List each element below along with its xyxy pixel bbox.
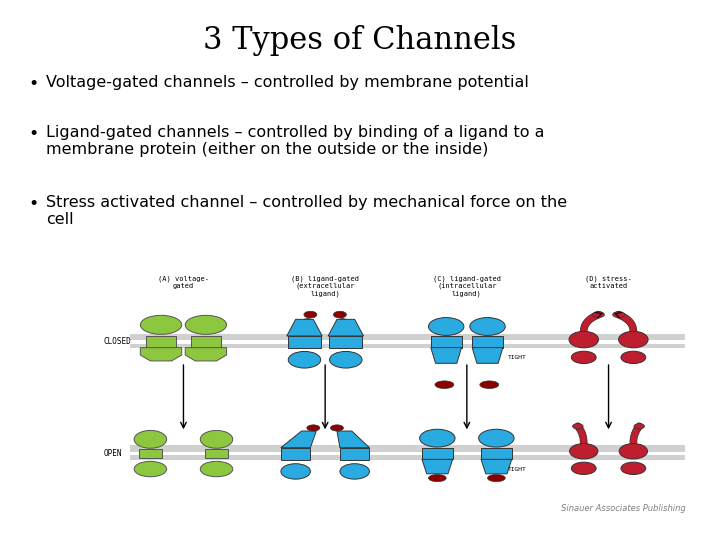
Ellipse shape <box>281 464 310 479</box>
Bar <box>130 343 685 348</box>
Text: TIGHT: TIGHT <box>508 355 527 360</box>
Polygon shape <box>431 348 462 363</box>
Text: CLOSED: CLOSED <box>104 338 132 347</box>
Ellipse shape <box>618 331 648 348</box>
Bar <box>422 448 453 460</box>
Ellipse shape <box>619 443 647 459</box>
Ellipse shape <box>200 430 233 448</box>
Text: Stress activated channel – controlled by mechanical force on the
cell: Stress activated channel – controlled by… <box>46 195 567 227</box>
Ellipse shape <box>593 312 604 318</box>
Text: (C) ligand-gated
(intracellular
ligand): (C) ligand-gated (intracellular ligand) <box>433 275 501 297</box>
Ellipse shape <box>428 318 464 335</box>
Ellipse shape <box>621 351 646 363</box>
Ellipse shape <box>134 461 166 477</box>
Ellipse shape <box>304 311 317 318</box>
Circle shape <box>428 475 446 482</box>
Ellipse shape <box>634 424 644 429</box>
Text: •: • <box>28 75 38 93</box>
Text: (B) ligand-gated
(extracellular
ligand): (B) ligand-gated (extracellular ligand) <box>291 275 359 297</box>
Bar <box>138 449 162 458</box>
Ellipse shape <box>420 429 455 447</box>
Ellipse shape <box>200 461 233 477</box>
Ellipse shape <box>570 443 598 459</box>
Text: Voltage-gated channels – controlled by membrane potential: Voltage-gated channels – controlled by m… <box>46 75 529 90</box>
Polygon shape <box>472 348 503 363</box>
Ellipse shape <box>185 315 227 334</box>
Text: 3 Types of Channels: 3 Types of Channels <box>203 25 517 56</box>
Bar <box>288 336 321 348</box>
Bar <box>130 455 685 460</box>
Polygon shape <box>185 348 227 361</box>
Ellipse shape <box>330 352 362 368</box>
Bar <box>204 449 228 458</box>
Text: •: • <box>28 125 38 143</box>
Ellipse shape <box>134 430 166 448</box>
Bar <box>130 446 685 452</box>
Bar <box>281 448 310 460</box>
Bar <box>146 336 176 348</box>
Ellipse shape <box>572 424 583 429</box>
Bar <box>329 336 362 348</box>
Polygon shape <box>140 348 181 361</box>
Polygon shape <box>328 319 364 336</box>
Text: OPEN: OPEN <box>104 449 122 458</box>
Polygon shape <box>422 460 453 474</box>
Ellipse shape <box>333 311 346 318</box>
Polygon shape <box>287 319 322 336</box>
Text: Sinauer Associates Publishing: Sinauer Associates Publishing <box>561 504 685 513</box>
Ellipse shape <box>307 425 320 431</box>
Text: •: • <box>28 195 38 213</box>
Ellipse shape <box>288 352 320 368</box>
Ellipse shape <box>140 315 181 334</box>
Ellipse shape <box>340 464 369 479</box>
Text: Ligand-gated channels – controlled by binding of a ligand to a
membrane protein : Ligand-gated channels – controlled by bi… <box>46 125 544 157</box>
Circle shape <box>487 475 505 482</box>
Circle shape <box>435 381 454 388</box>
Text: (A) voltage-
gated: (A) voltage- gated <box>158 275 209 289</box>
Bar <box>130 334 685 340</box>
Ellipse shape <box>469 318 505 335</box>
Bar <box>340 448 369 460</box>
Ellipse shape <box>479 429 514 447</box>
Ellipse shape <box>621 462 646 475</box>
Ellipse shape <box>569 331 598 348</box>
Ellipse shape <box>572 462 596 475</box>
Ellipse shape <box>330 425 343 431</box>
Polygon shape <box>281 431 316 448</box>
Bar <box>191 336 220 348</box>
Bar <box>481 448 512 460</box>
Circle shape <box>480 381 499 388</box>
Bar <box>431 336 462 348</box>
Polygon shape <box>481 460 512 474</box>
Text: TIGHT: TIGHT <box>508 467 527 471</box>
Bar <box>472 336 503 348</box>
Ellipse shape <box>572 351 596 363</box>
Ellipse shape <box>613 312 624 318</box>
Text: (D) stress-
activated: (D) stress- activated <box>585 275 632 289</box>
Polygon shape <box>337 431 369 448</box>
